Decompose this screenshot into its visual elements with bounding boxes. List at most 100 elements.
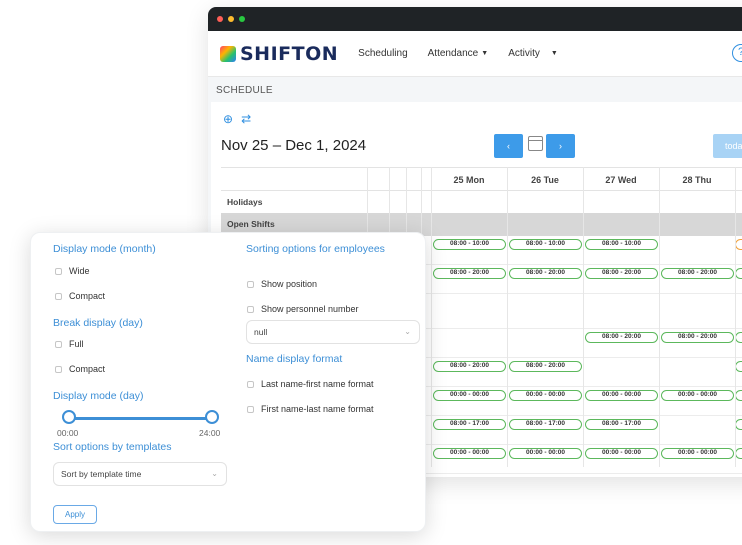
row-divider <box>221 473 742 474</box>
shift-block[interactable]: 08:00 - 20:00 <box>509 361 582 372</box>
shift-block-partial[interactable] <box>735 390 742 401</box>
range-start-label: 00:00 <box>57 428 79 438</box>
help-icon[interactable]: ? <box>732 44 742 62</box>
checkbox[interactable] <box>55 340 62 348</box>
shift-block[interactable]: 00:00 - 00:00 <box>433 390 506 401</box>
shift-block[interactable]: 00:00 - 00:00 <box>661 448 734 459</box>
option-label: Compact <box>69 291 106 301</box>
checkbox[interactable] <box>55 365 62 373</box>
open-shifts-row: Open Shifts <box>221 213 742 236</box>
shift-block[interactable]: 08:00 - 10:00 <box>585 239 658 250</box>
shift-block[interactable]: 08:00 - 10:00 <box>433 239 506 250</box>
shift-block[interactable]: 00:00 - 00:00 <box>585 390 658 401</box>
checkbox[interactable] <box>247 280 254 288</box>
range-start-handle[interactable] <box>62 410 76 424</box>
shift-block-partial[interactable] <box>735 268 742 279</box>
calendar-icon[interactable] <box>528 136 543 151</box>
shift-block[interactable]: 08:00 - 17:00 <box>433 419 506 430</box>
full-option[interactable]: Full <box>55 339 84 349</box>
shift-block[interactable]: 08:00 - 20:00 <box>585 332 658 343</box>
add-circle-icon[interactable]: ⊕ <box>223 112 234 126</box>
shift-block[interactable]: 08:00 - 20:00 <box>509 268 582 279</box>
refresh-icon[interactable]: ⇄ <box>241 112 252 126</box>
option-label: Last name-first name format <box>261 379 374 389</box>
checkbox[interactable] <box>247 405 254 413</box>
shift-block[interactable]: 08:00 - 17:00 <box>585 419 658 430</box>
employee-row: 08:00 - 17:00 08:00 - 17:00 08:00 - 17:00 <box>221 416 742 445</box>
shift-rows: 08:00 - 10:00 08:00 - 10:00 08:00 - 10:00 0… <box>221 236 742 474</box>
row-divider <box>221 357 742 358</box>
nav-attendance-label: Attendance <box>427 48 479 59</box>
prev-week-button[interactable]: ‹ <box>494 134 523 158</box>
last-first-option[interactable]: Last name-first name format <box>247 379 374 389</box>
holidays-label: Holidays <box>227 197 263 207</box>
shift-block[interactable]: 08:00 - 20:00 <box>661 268 734 279</box>
checkbox[interactable] <box>247 305 254 313</box>
shift-block[interactable]: 00:00 - 00:00 <box>661 390 734 401</box>
option-label: Compact <box>69 364 106 374</box>
employee-sort-select[interactable]: null ⌄ <box>246 320 420 344</box>
shift-block[interactable]: 08:00 - 10:00 <box>509 239 582 250</box>
nav-activity-label: Activity <box>508 48 540 59</box>
next-week-button[interactable]: › <box>546 134 575 158</box>
break-display-title: Break display (day) <box>53 317 143 329</box>
day-header: 25 Mon <box>453 175 485 185</box>
logo-text: SHIFTON <box>240 42 339 65</box>
shift-block[interactable]: 00:00 - 00:00 <box>585 448 658 459</box>
shift-block-partial[interactable] <box>735 448 742 459</box>
checkbox[interactable] <box>247 380 254 388</box>
day-header: 26 Tue <box>531 175 559 185</box>
sort-templates-select[interactable]: Sort by template time ⌄ <box>53 462 227 486</box>
show-position-option[interactable]: Show position <box>247 279 317 289</box>
option-label: Show personnel number <box>261 304 359 314</box>
column-divider <box>583 167 584 467</box>
checkbox[interactable] <box>55 267 62 275</box>
option-label: Wide <box>69 266 90 276</box>
display-mode-day-title: Display mode (day) <box>53 390 144 402</box>
shift-block[interactable]: 08:00 - 20:00 <box>433 268 506 279</box>
column-divider <box>659 167 660 467</box>
date-range-title: Nov 25 – Dec 1, 2024 <box>221 137 367 154</box>
caret-down-icon: ▼ <box>550 50 558 57</box>
shift-block-partial[interactable] <box>735 239 742 250</box>
page-section-label: SCHEDULE <box>216 85 273 96</box>
shift-block[interactable]: 08:00 - 20:00 <box>585 268 658 279</box>
close-window-dot[interactable] <box>217 16 223 22</box>
shift-block[interactable]: 00:00 - 00:00 <box>509 390 582 401</box>
shift-block-partial[interactable] <box>735 361 742 372</box>
first-last-option[interactable]: First name-last name format <box>247 404 374 414</box>
shift-block[interactable]: 08:00 - 17:00 <box>509 419 582 430</box>
apply-button[interactable]: Apply <box>53 505 97 524</box>
compact-break-option[interactable]: Compact <box>55 364 105 374</box>
wide-option[interactable]: Wide <box>55 266 90 276</box>
nav-attendance[interactable]: Attendance ▼ <box>428 48 489 59</box>
logo[interactable]: SHIFTON <box>220 43 338 65</box>
day-range-slider-track[interactable] <box>69 417 212 420</box>
nav-activity[interactable]: Activity ▼ <box>508 48 558 59</box>
range-end-handle[interactable] <box>205 410 219 424</box>
show-personnel-number-option[interactable]: Show personnel number <box>247 304 359 314</box>
employee-row <box>221 294 742 329</box>
row-divider <box>221 415 742 416</box>
chevron-down-icon: ⌄ <box>404 327 411 336</box>
day-header: 27 Wed <box>605 175 637 185</box>
window-titlebar <box>208 7 742 31</box>
open-shifts-label: Open Shifts <box>227 219 275 229</box>
shift-block[interactable]: 00:00 - 00:00 <box>509 448 582 459</box>
shift-block[interactable]: 08:00 - 20:00 <box>661 332 734 343</box>
panel-toolbar: ⊕ ⇄ <box>223 112 251 126</box>
minimize-window-dot[interactable] <box>228 16 234 22</box>
column-divider <box>735 167 736 467</box>
employee-row: 08:00 - 20:00 08:00 - 20:00 <box>221 358 742 387</box>
nav-scheduling[interactable]: Scheduling <box>358 48 407 59</box>
today-button[interactable]: toda <box>713 134 742 158</box>
maximize-window-dot[interactable] <box>239 16 245 22</box>
shift-block[interactable]: 00:00 - 00:00 <box>433 448 506 459</box>
shift-block-partial[interactable] <box>735 332 742 343</box>
shift-block[interactable]: 08:00 - 20:00 <box>433 361 506 372</box>
compact-month-option[interactable]: Compact <box>55 291 105 301</box>
checkbox[interactable] <box>55 292 62 300</box>
shift-block-partial[interactable] <box>735 419 742 430</box>
row-divider <box>221 264 742 265</box>
